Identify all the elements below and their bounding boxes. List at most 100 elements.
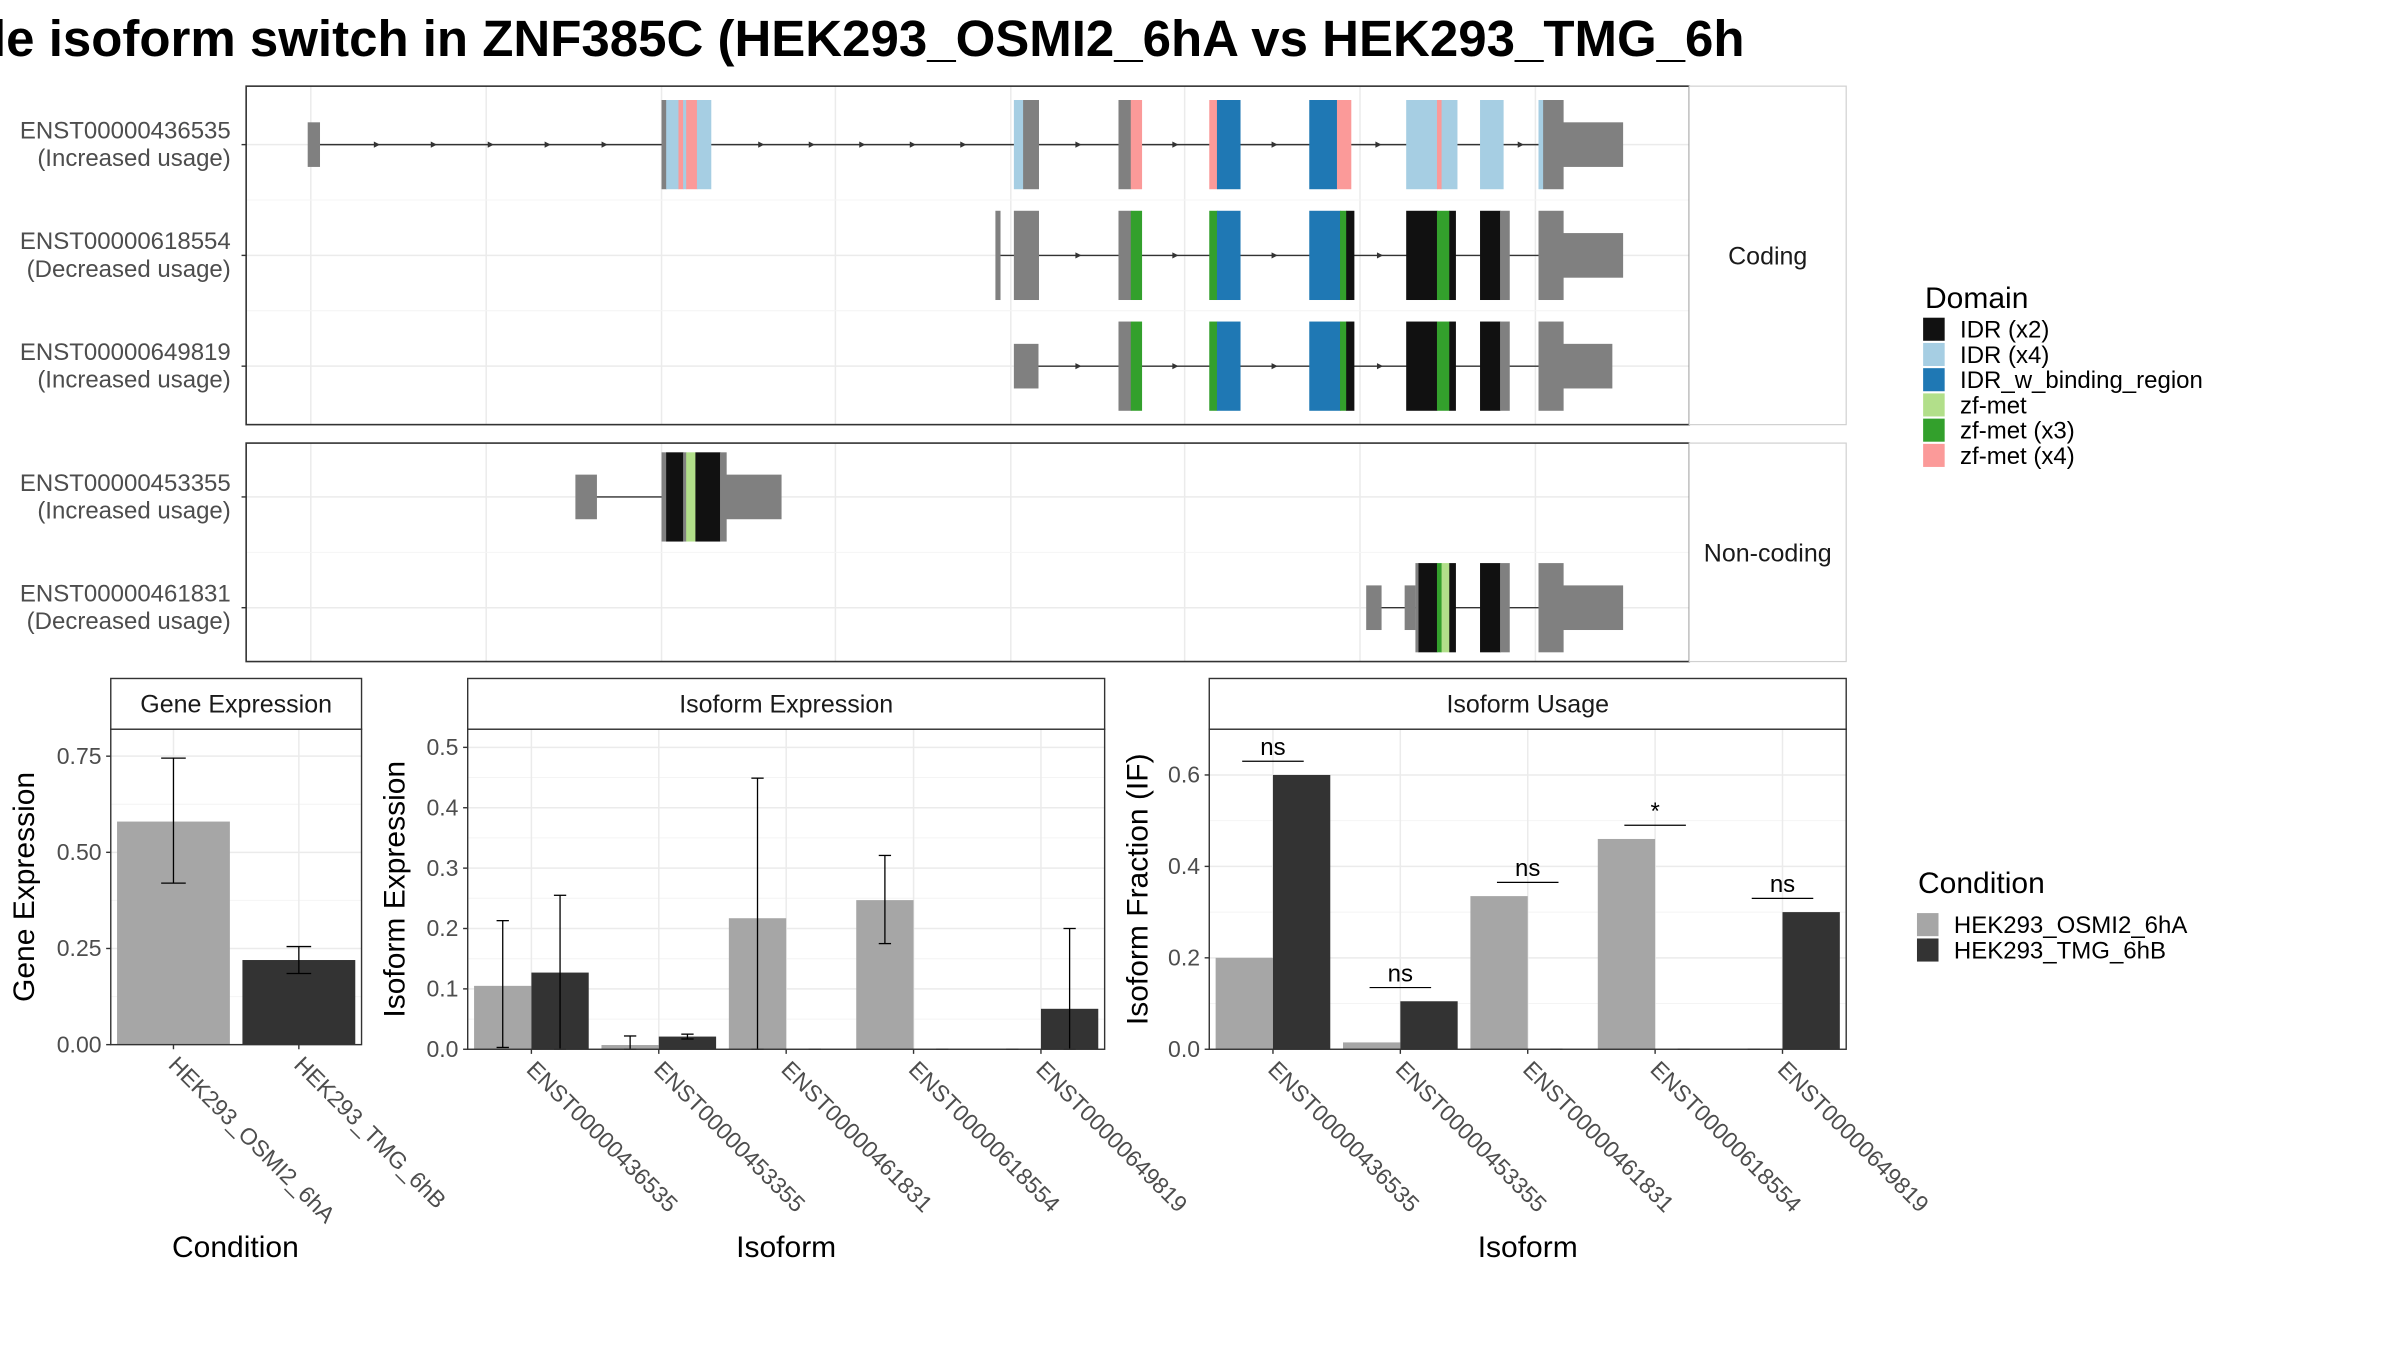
cds-exon-segment	[1309, 321, 1341, 411]
transcript-usage-label: (Decreased usage)	[27, 256, 231, 283]
cds-exon-segment	[1538, 321, 1564, 411]
direction-arrow	[1517, 141, 1524, 148]
direction-arrow	[1271, 363, 1278, 370]
utr-exon	[1563, 122, 1624, 167]
y-tick-label: 0.2	[1168, 945, 1200, 971]
direction-arrow	[1271, 252, 1278, 259]
chart-title-strip	[110, 677, 363, 730]
plot-border	[110, 728, 363, 1046]
cds-exon-segment	[1543, 100, 1564, 190]
direction-arrow	[960, 141, 967, 148]
transcript-usage-label: (Increased usage)	[37, 367, 230, 394]
cds-exon-segment	[1441, 100, 1458, 190]
transcript-id-label: ENST00000461831	[20, 581, 231, 608]
transcript-id-label: ENST00000618554	[20, 228, 231, 255]
domain-legend-label: IDR (x2)	[1960, 317, 2049, 344]
cds-exon-segment	[1309, 210, 1341, 301]
bar	[1272, 774, 1331, 1050]
cds-exon-segment	[683, 452, 687, 542]
bar-chart-panel: Isoform Usage0.00.20.40.6nsnsns*nsENST00…	[1122, 677, 1934, 1264]
cds-exon-segment	[1500, 210, 1510, 301]
bar	[1215, 957, 1273, 1050]
cds-exon-segment	[1449, 563, 1456, 653]
panel-strip	[1688, 85, 1847, 426]
cds-exon-segment	[1449, 210, 1456, 301]
cds-exon-segment	[1130, 321, 1143, 411]
cds-exon-segment	[1406, 321, 1438, 411]
cds-exon-segment	[1415, 563, 1419, 653]
condition-legend-swatch	[1916, 913, 1939, 937]
cds-exon-segment	[1418, 563, 1438, 653]
direction-arrow	[1375, 141, 1382, 148]
y-axis-title: Isoform Fraction (IF)	[1122, 753, 1155, 1025]
transcript-id-label: ENST00000436535	[20, 117, 231, 144]
significance-label: ns	[1770, 871, 1795, 898]
cds-exon-segment	[1406, 210, 1438, 301]
domain-legend-label: zf-met	[1960, 392, 2027, 419]
y-tick-label: 0.1	[426, 976, 458, 1002]
x-axis-title: Isoform	[1478, 1231, 1578, 1264]
y-tick-label: 0.00	[57, 1031, 102, 1057]
domain-legend-label: IDR_w_binding_region	[1960, 367, 2203, 394]
cds-exon-segment	[1340, 210, 1347, 301]
direction-arrow	[373, 141, 381, 148]
y-tick-label: 0.0	[426, 1036, 458, 1062]
domain-legend-swatch	[1923, 443, 1945, 467]
cds-exon-segment	[1436, 563, 1443, 653]
domain-legend: Domain IDR (x2)IDR (x4)IDR_w_binding_reg…	[1923, 282, 2203, 470]
transcript-track: ENST00000649819(Increased usage)	[20, 321, 1613, 411]
panel-strip-label: Non-coding	[1704, 540, 1832, 568]
domain-legend-swatch	[1923, 317, 1945, 341]
transcript-track: ENST00000453355(Increased usage)	[20, 452, 782, 542]
figure-title: le isoform switch in ZNF385C (HEK293_OSM…	[0, 10, 1745, 67]
direction-arrow	[1172, 363, 1179, 370]
domain-legend-label: zf-met (x4)	[1960, 443, 2075, 470]
direction-arrow	[859, 141, 866, 148]
cds-exon-segment	[1216, 321, 1241, 411]
panel-strip	[1688, 442, 1847, 663]
y-axis-title: Gene Expression	[8, 772, 41, 1002]
cds-exon-segment	[661, 452, 667, 542]
y-tick-label: 0.4	[426, 794, 458, 820]
cds-exon-segment	[1406, 100, 1438, 190]
cds-exon-segment	[720, 452, 727, 542]
cds-exon-segment	[1346, 210, 1355, 301]
cds-exon-segment	[683, 100, 687, 190]
utr-exon	[1563, 233, 1624, 278]
domain-legend-swatch	[1923, 393, 1945, 417]
utr-exon	[575, 474, 597, 520]
transcript-track: ENST00000461831(Decreased usage)	[20, 563, 1624, 653]
condition-legend-title: Condition	[1918, 867, 2045, 900]
cds-exon-segment	[1500, 321, 1510, 411]
cds-exon-segment	[1436, 210, 1450, 301]
domain-legend-swatch	[1923, 342, 1945, 367]
domain-legend-swatch	[1923, 418, 1945, 442]
utr-exon	[1563, 585, 1624, 631]
y-tick-label: 0.5	[426, 734, 458, 760]
transcript-id-label: ENST00000649819	[20, 339, 231, 366]
utr-exon	[1366, 585, 1382, 631]
cds-exon-segment	[1336, 100, 1352, 190]
cds-exon-segment	[1480, 321, 1501, 411]
cds-exon-segment	[1340, 321, 1347, 411]
chart-title: Isoform Expression	[679, 690, 893, 718]
y-tick-label: 0.50	[57, 839, 102, 865]
y-axis-title: Isoform Expression	[379, 761, 412, 1018]
y-tick-label: 0.6	[1168, 762, 1200, 788]
bar	[1343, 1042, 1401, 1050]
cds-exon-segment	[1118, 321, 1132, 411]
transcript-track: ENST00000618554(Decreased usage)	[20, 210, 1624, 301]
transcript-id-label: ENST00000453355	[20, 470, 231, 497]
direction-arrow	[1075, 141, 1082, 148]
cds-exon-segment	[1118, 210, 1132, 301]
utr-exon	[1013, 343, 1039, 389]
cds-exon-segment	[1480, 210, 1501, 301]
structure-panel: ENST00000436535(Increased usage)ENST0000…	[20, 85, 1847, 426]
domain-legend-title: Domain	[1925, 282, 2028, 315]
utr-exon	[307, 122, 321, 167]
cds-exon-segment	[1013, 210, 1039, 301]
cds-exon-segment	[1538, 210, 1564, 301]
cds-exon-segment	[995, 210, 1001, 301]
bar	[1470, 896, 1528, 1050]
